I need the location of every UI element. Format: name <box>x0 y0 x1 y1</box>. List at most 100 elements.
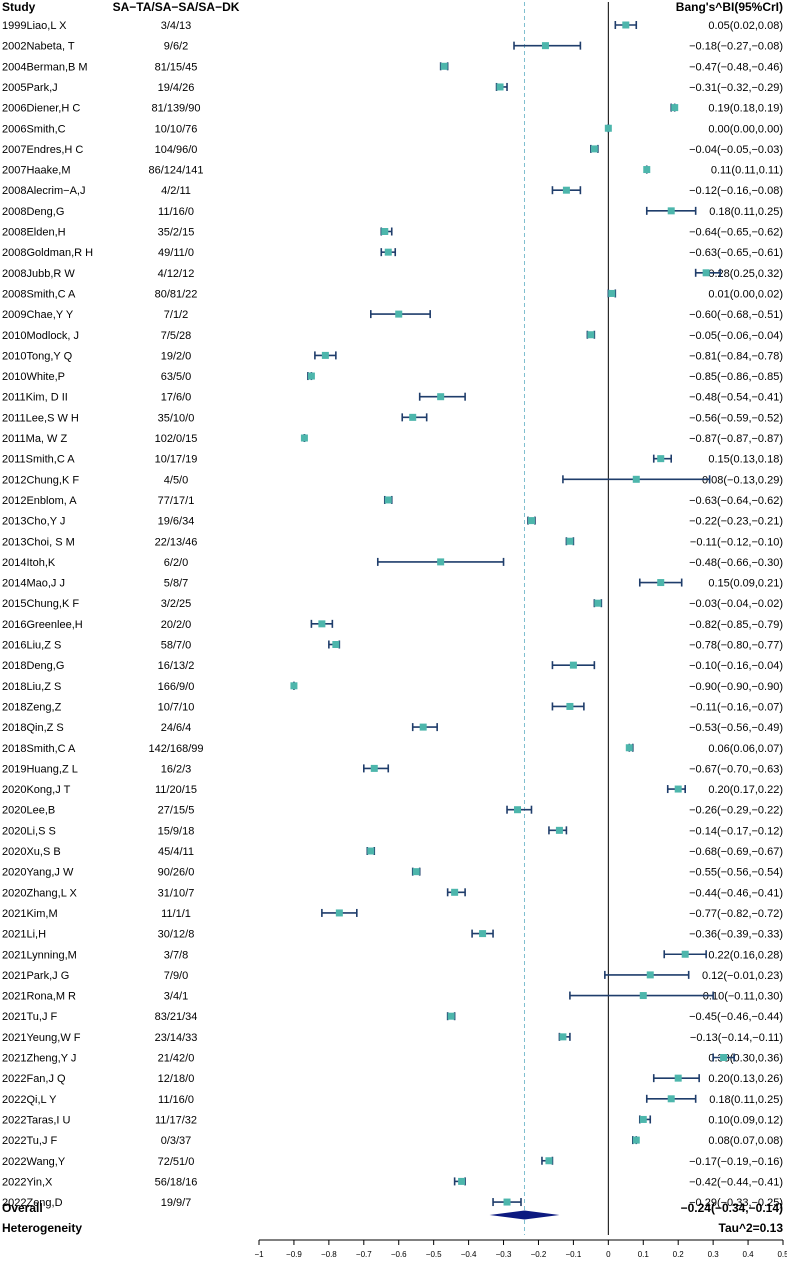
point-estimate <box>300 434 308 442</box>
study-row: 2021Yeung,W F 23/14/33 −0.13(−0.14,−0.11) <box>2 1032 783 1044</box>
point-estimate <box>335 909 343 917</box>
x-tick-label: 0.1 <box>638 1250 650 1259</box>
study-name: 2006Smith,C <box>2 123 66 135</box>
point-estimate <box>590 145 598 153</box>
study-counts: 19/2/0 <box>161 350 192 362</box>
study-estimate: 0.20(0.13,0.26) <box>708 1073 783 1085</box>
x-tick-label: 0 <box>606 1250 611 1259</box>
study-estimate: −0.48(−0.54,−0.41) <box>689 392 783 404</box>
point-estimate <box>720 1054 728 1061</box>
x-tick-label: −0.4 <box>461 1250 477 1259</box>
study-counts: 11/17/32 <box>155 1114 197 1126</box>
study-name: 2021Lynning,M <box>2 949 77 961</box>
x-tick-label: −0.7 <box>356 1250 372 1259</box>
study-estimate: −0.18(−0.27,−0.08) <box>689 41 783 53</box>
study-estimate: −0.47(−0.48,−0.46) <box>689 61 783 73</box>
study-name: 2007Endres,H C <box>2 144 83 156</box>
header-counts: SA−TA/SA−SA/SA−DK <box>113 0 240 14</box>
point-estimate <box>562 186 570 194</box>
point-estimate <box>608 289 616 297</box>
study-counts: 3/4/1 <box>164 991 188 1003</box>
study-row: 2012Chung,K F 4/5/0 0.08(−0.13,0.29) <box>2 474 783 486</box>
study-estimate: 0.19(0.18,0.19) <box>708 103 783 115</box>
point-estimate <box>594 599 602 607</box>
header-estimate: Bang's^BI(95%CrI) <box>676 0 783 14</box>
point-estimate <box>646 971 654 979</box>
study-estimate: 0.20(0.17,0.22) <box>708 784 783 796</box>
study-estimate: −0.64(−0.65,−0.62) <box>689 227 783 239</box>
point-estimate <box>559 1033 567 1041</box>
x-tick-label: −0.9 <box>286 1250 302 1259</box>
study-name: 2022Tu,J F <box>2 1135 58 1147</box>
study-counts: 142/168/99 <box>148 743 203 755</box>
study-estimate: −0.78(−0.80,−0.77) <box>689 640 783 652</box>
study-counts: 3/2/25 <box>161 598 192 610</box>
study-name: 2020Kong,J T <box>2 784 71 796</box>
study-counts: 63/5/0 <box>161 371 192 383</box>
point-estimate <box>566 702 574 710</box>
x-tick-label: −0.1 <box>566 1250 582 1259</box>
study-estimate: −0.63(−0.65,−0.61) <box>689 247 783 259</box>
study-row: 2021Park,J G 7/9/0 0.12(−0.01,0.23) <box>2 970 783 982</box>
study-counts: 0/3/37 <box>161 1135 192 1147</box>
x-tick-label: 0.5 <box>777 1250 787 1259</box>
study-name: 2007Haake,M <box>2 165 71 177</box>
study-counts: 16/13/2 <box>158 660 195 672</box>
study-counts: 15/9/18 <box>158 825 195 837</box>
point-estimate <box>458 1177 466 1185</box>
study-row: 2021Zheng,Y J 21/42/0 0.33(0.30,0.36) <box>2 1053 783 1065</box>
study-counts: 7/9/0 <box>164 970 188 982</box>
point-estimate <box>395 310 403 318</box>
study-counts: 77/17/1 <box>158 495 195 507</box>
study-estimate: 0.01(0.00,0.02) <box>708 288 783 300</box>
x-tick-label: −0.2 <box>531 1250 547 1259</box>
study-estimate: 0.33(0.30,0.36) <box>708 1053 783 1065</box>
study-counts: 10/10/76 <box>155 123 198 135</box>
overall-diamond <box>489 1210 560 1220</box>
study-row: 2011Kim, D II 17/6/0 −0.48(−0.54,−0.41) <box>2 392 783 404</box>
study-estimate: −0.90(−0.90,−0.90) <box>689 681 783 693</box>
study-name: 1999Liao,L X <box>2 20 67 32</box>
study-name: 2011Kim, D II <box>2 392 68 404</box>
study-row: 2011Smith,C A 10/17/19 0.15(0.13,0.18) <box>2 454 783 466</box>
point-estimate <box>503 1198 511 1206</box>
study-estimate: 0.08(−0.13,0.29) <box>702 474 783 486</box>
study-row: 2018Zeng,Z 10/7/10 −0.11(−0.16,−0.07) <box>2 701 783 713</box>
study-row: 2018Qin,Z S 24/6/4 −0.53(−0.56,−0.49) <box>2 722 783 734</box>
study-estimate: 0.11(0.11,0.11) <box>711 165 783 177</box>
study-counts: 19/9/7 <box>161 1197 192 1209</box>
heterogeneity-value: Tau^2=0.13 <box>719 1221 784 1235</box>
study-name: 2010White,P <box>2 371 65 383</box>
point-estimate <box>321 351 329 359</box>
study-name: 2021Yeung,W F <box>2 1032 81 1044</box>
header-study: Study <box>2 0 36 14</box>
point-estimate <box>412 868 420 876</box>
study-name: 2021Kim,M <box>2 908 58 920</box>
study-name: 2020Li,S S <box>2 825 56 837</box>
study-estimate: −0.29(−0.33,−0.25) <box>689 1197 783 1209</box>
study-counts: 24/6/4 <box>161 722 192 734</box>
study-row: 2011Lee,S W H 35/10/0 −0.56(−0.59,−0.52) <box>2 412 783 424</box>
study-name: 2006Diener,H C <box>2 103 80 115</box>
heterogeneity-label: Heterogeneity <box>2 1221 82 1235</box>
study-name: 2022Zeng,D <box>2 1197 63 1209</box>
study-row: 2022Taras,I U 11/17/32 0.10(0.09,0.12) <box>2 1114 783 1126</box>
point-estimate <box>555 826 563 834</box>
study-name: 2009Chae,Y Y <box>2 309 74 321</box>
study-name: 2016Greenlee,H <box>2 619 83 631</box>
study-name: 2008Elden,H <box>2 227 66 239</box>
study-row: 2018Smith,C A 142/168/99 0.06(0.06,0.07) <box>2 743 783 755</box>
study-counts: 3/4/13 <box>161 20 192 32</box>
x-tick-label: 0.4 <box>743 1250 755 1259</box>
study-row: 2022Zeng,D 19/9/7 −0.29(−0.33,−0.25) <box>2 1197 783 1209</box>
study-name: 2022Yin,X <box>2 1176 53 1188</box>
study-counts: 10/7/10 <box>158 701 195 713</box>
study-name: 2022Qi,L Y <box>2 1094 57 1106</box>
point-estimate <box>702 269 710 277</box>
overall-estimate-label: −0.24(−0.34,−0.14) <box>681 1201 783 1215</box>
point-estimate <box>643 166 651 174</box>
study-counts: 9/6/2 <box>164 41 188 53</box>
point-estimate <box>381 228 389 235</box>
point-estimate <box>674 785 682 793</box>
point-estimate <box>545 1157 553 1165</box>
